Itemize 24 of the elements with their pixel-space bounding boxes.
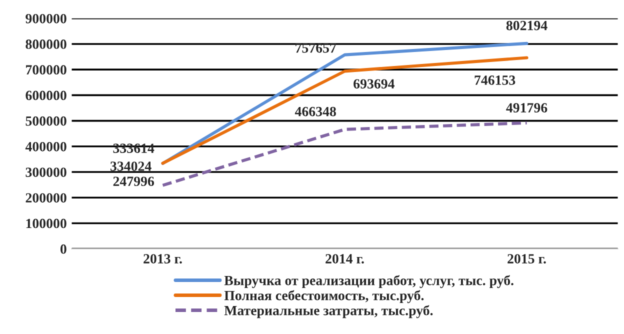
y-tick-label: 600000 — [26, 90, 66, 100]
data-label: 247996 — [113, 176, 154, 186]
data-label: 802194 — [506, 20, 548, 30]
y-tick-label: 900000 — [26, 14, 66, 24]
x-tick-label: 2013 г. — [144, 254, 182, 264]
data-label: 466348 — [294, 106, 336, 116]
data-label: 334024 — [110, 162, 152, 171]
y-tick-label: 800000 — [26, 40, 66, 49]
y-tick-label: 200000 — [26, 193, 66, 203]
y-tick-label: 700000 — [26, 65, 66, 75]
x-tick-label: 2014 г. — [326, 254, 364, 264]
legend-label: Выручка от реализации работ, услуг, тыс. руб. — [224, 275, 514, 288]
legend-label: Полная себестоимость, тыс.руб. — [224, 290, 424, 304]
y-tick-label: 300000 — [26, 168, 66, 177]
data-label: 491796 — [506, 103, 548, 112]
data-label: 757657 — [296, 43, 336, 53]
data-label: 746153 — [474, 76, 516, 85]
legend-label: Материальные затраты, тыс.руб. — [224, 305, 433, 318]
x-tick-label: 2015 г. — [508, 254, 546, 264]
y-tick-label: 100000 — [26, 218, 66, 228]
y-tick-label: 0 — [60, 244, 66, 254]
data-label: 693694 — [354, 79, 394, 89]
y-tick-label: 500000 — [26, 116, 66, 126]
y-tick-label: 400000 — [25, 142, 66, 152]
